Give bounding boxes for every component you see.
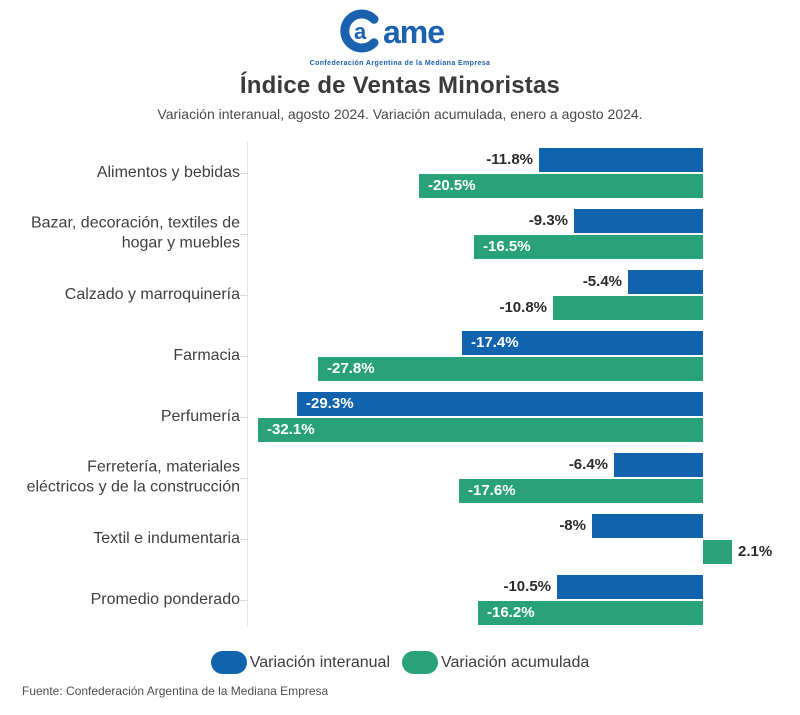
category-label-7: Promedio ponderado [10, 590, 240, 610]
category-label-2: Calzado y marroquinería [10, 285, 240, 305]
bar-acumulada-3 [318, 357, 703, 381]
category-label-line: Perfumería [160, 407, 240, 425]
value-label-acumulada-6: 2.1% [738, 543, 773, 560]
legend-item-interanual: Variación interanual [210, 651, 390, 674]
page-subtitle: Variación interanual, agosto 2024. Varia… [157, 106, 643, 122]
legend-label-interanual: Variación interanual [249, 653, 390, 671]
bar-acumulada-0 [419, 174, 703, 198]
bar-acumulada-4 [258, 418, 703, 442]
category-label-line: Promedio ponderado [90, 590, 240, 608]
bar-interanual-7 [557, 575, 703, 599]
value-label-interanual-6: -8% [559, 517, 586, 534]
legend-item-acumulada: Variación acumulada [402, 651, 589, 674]
bar-interanual-2 [628, 270, 703, 294]
value-label-interanual-5: -6.4% [568, 456, 608, 473]
category-label-1: Bazar, decoración, textiles de hogar y mu… [10, 214, 240, 255]
legend-swatch-acumulada [402, 651, 438, 674]
value-label-acumulada-1: -16.5% [483, 238, 531, 255]
came-logo: a ame Confederación Argentina de la Medi… [0, 8, 800, 67]
bar-acumulada-2 [553, 296, 703, 320]
svg-text:a: a [354, 19, 367, 44]
value-label-interanual-7: -10.5% [503, 578, 551, 595]
value-label-interanual-2: -5.4% [582, 273, 622, 290]
category-label-line: Textil e indumentaria [93, 529, 240, 547]
category-label-line: Alimentos y bebidas [96, 163, 240, 181]
bar-interanual-4 [297, 392, 703, 416]
category-label-line: Farmacia [173, 346, 240, 364]
category-label-line: Ferretería, materiales [87, 458, 240, 476]
bar-acumulada-1 [474, 235, 703, 259]
axis-tick [240, 478, 248, 479]
category-label-4: Perfumería [10, 407, 240, 427]
bar-acumulada-6 [703, 540, 732, 564]
category-label-5: Ferretería, materiales eléctricos y de la… [10, 458, 240, 499]
page-title: Índice de Ventas Minoristas [239, 72, 561, 99]
value-label-acumulada-0: -20.5% [428, 177, 476, 194]
legend: Variación interanual Variación acumulada [0, 651, 800, 674]
value-label-acumulada-7: -16.2% [487, 604, 535, 621]
category-label-line: Bazar, decoración, textiles de [30, 214, 240, 232]
value-label-interanual-1: -9.3% [528, 212, 568, 229]
bar-interanual-6 [592, 514, 703, 538]
chart-area: Alimentos y bebidas -11.8% -20.5% Bazar, de… [0, 140, 800, 640]
came-logo-icon: a ame [340, 9, 445, 53]
axis-tick [240, 234, 248, 235]
legend-swatch-interanual [210, 651, 247, 674]
bar-interanual-3 [462, 331, 703, 355]
came-logo-text: ame [383, 14, 444, 50]
legend-label-acumulada: Variación acumulada [441, 653, 590, 671]
value-label-interanual-0: -11.8% [486, 151, 533, 168]
value-label-acumulada-3: -27.8% [327, 360, 375, 377]
value-label-interanual-4: -29.3% [306, 395, 354, 412]
value-label-acumulada-5: -17.6% [468, 482, 516, 499]
axis-tick [240, 417, 248, 418]
axis-tick [240, 600, 248, 601]
bar-interanual-5 [614, 453, 703, 477]
axis-tick [240, 356, 248, 357]
category-label-line: hogar y muebles [121, 235, 240, 252]
category-label-line: eléctricos y de la construcción [26, 479, 240, 496]
bar-acumulada-5 [459, 479, 703, 503]
logo-tagline: Confederación Argentina de la Mediana Em… [309, 60, 491, 67]
axis-tick [240, 295, 248, 296]
category-label-6: Textil e indumentaria [10, 529, 240, 549]
bar-interanual-0 [539, 148, 703, 172]
category-label-3: Farmacia [10, 346, 240, 366]
bar-acumulada-7 [478, 601, 703, 625]
y-axis-line [247, 142, 248, 627]
value-label-acumulada-4: -32.1% [267, 421, 315, 438]
value-label-interanual-3: -17.4% [471, 334, 519, 351]
axis-tick [240, 539, 248, 540]
value-label-acumulada-2: -10.8% [499, 299, 547, 316]
axis-tick [240, 173, 248, 174]
category-label-line: Calzado y marroquinería [64, 285, 240, 303]
bar-interanual-1 [574, 209, 703, 233]
source-note: Fuente: Confederación Argentina de la Me… [22, 684, 329, 698]
category-label-0: Alimentos y bebidas [10, 163, 240, 183]
